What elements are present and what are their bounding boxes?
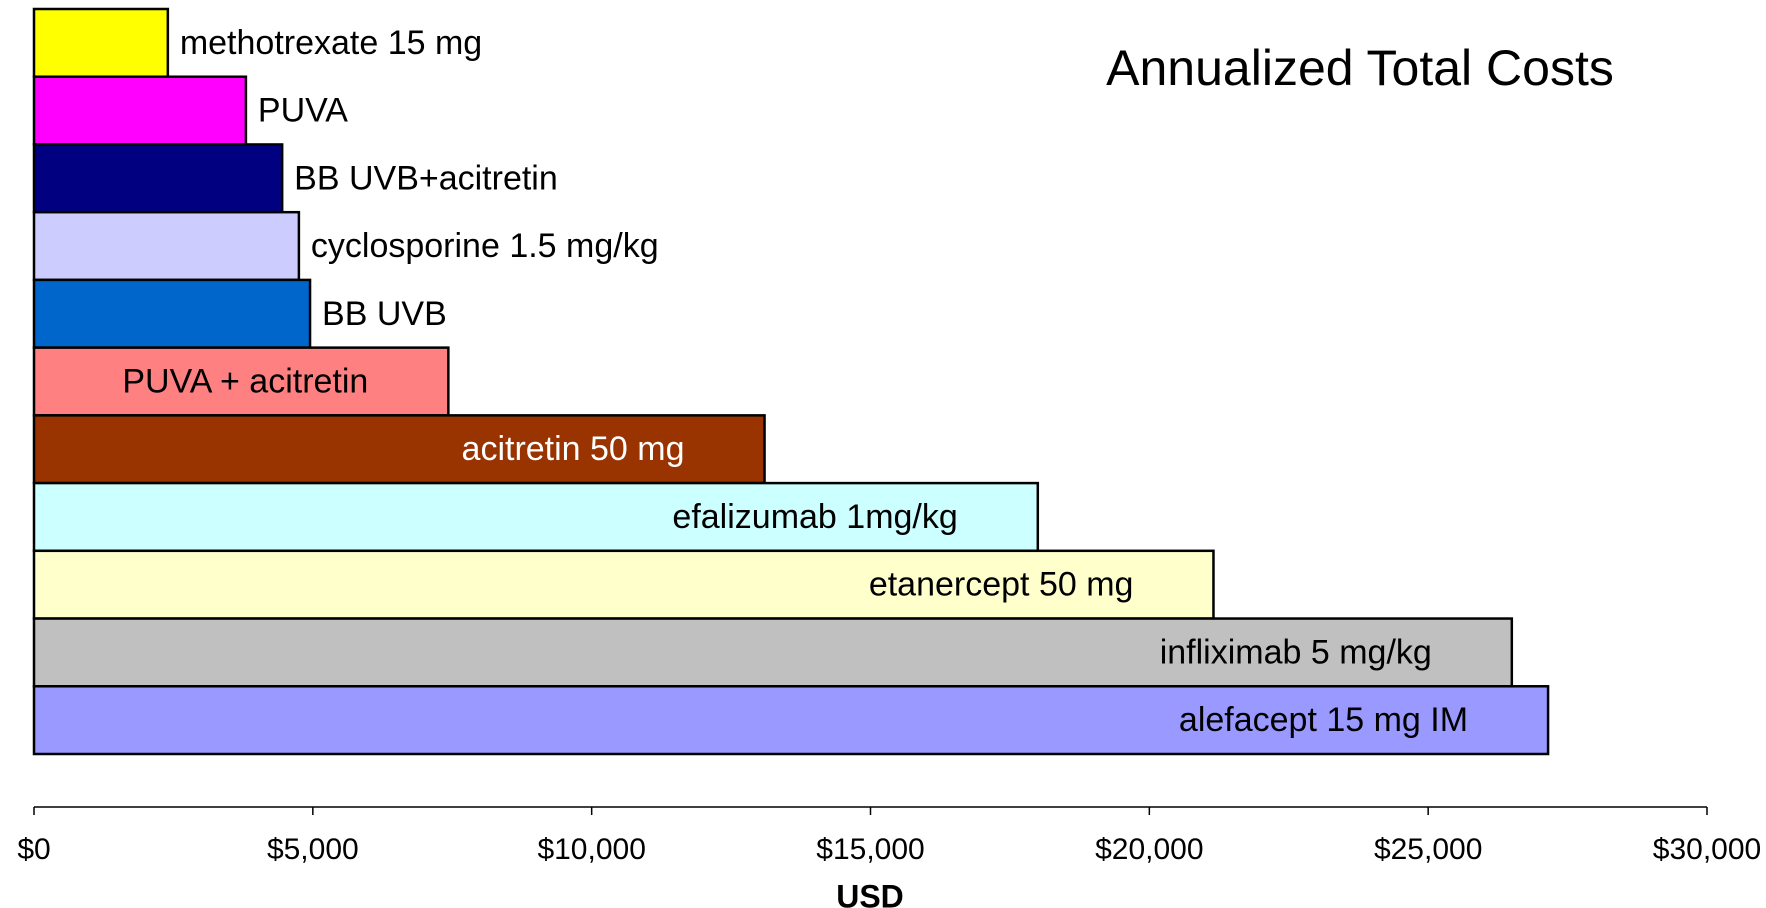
x-tick-label: $30,000: [1653, 833, 1761, 866]
x-axis-label: USD: [836, 878, 904, 908]
bar-label: alefacept 15 mg IM: [1179, 701, 1468, 739]
bar-label: infliximab 5 mg/kg: [1160, 633, 1432, 671]
bar: [32, 210, 301, 282]
bar-label: BB UVB+acitretin: [294, 159, 558, 197]
x-tick-label: $20,000: [1095, 833, 1203, 866]
x-tick-label: $25,000: [1374, 833, 1482, 866]
bar-label: etanercept 50 mg: [869, 566, 1134, 604]
bar: [32, 685, 1550, 756]
x-tick-label: $0: [17, 833, 50, 866]
bar: [32, 7, 170, 78]
chart-title: Annualized Total Costs: [1106, 40, 1614, 96]
bar-label: acitretin 50 mg: [462, 430, 685, 468]
bar-label: efalizumab 1mg/kg: [672, 498, 957, 536]
bar: [32, 75, 248, 146]
x-tick-label: $5,000: [267, 833, 359, 866]
bar: [32, 549, 1215, 620]
bar-label: PUVA + acitretin: [122, 362, 368, 400]
bar-label: BB UVB: [322, 295, 447, 333]
bar-label: methotrexate 15 mg: [180, 24, 482, 62]
bar: [32, 481, 1040, 553]
bar: [32, 143, 284, 214]
bar: [32, 278, 312, 349]
bar: [32, 346, 450, 417]
bar: [32, 617, 1514, 688]
bar-label: cyclosporine 1.5 mg/kg: [311, 227, 659, 265]
x-tick-label: $15,000: [816, 833, 924, 866]
bar-label: PUVA: [258, 92, 348, 130]
x-tick-label: $10,000: [537, 833, 645, 866]
